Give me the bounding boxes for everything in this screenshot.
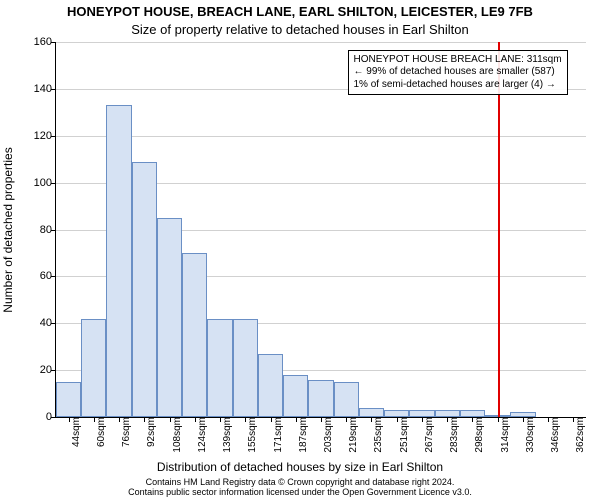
x-tick-label: 108sqm xyxy=(168,417,183,453)
histogram-bar xyxy=(334,382,359,417)
x-tick-label: 298sqm xyxy=(470,417,485,453)
y-tick-label: 80 xyxy=(12,224,56,236)
histogram-bar xyxy=(56,382,81,417)
x-axis-label: Distribution of detached houses by size … xyxy=(0,460,600,474)
x-tick-label: 139sqm xyxy=(218,417,233,453)
x-tick-label: 251sqm xyxy=(395,417,410,453)
y-tick-label: 0 xyxy=(12,411,56,423)
x-tick-label: 314sqm xyxy=(496,417,511,453)
x-tick-label: 283sqm xyxy=(445,417,460,453)
histogram-bar xyxy=(308,380,333,418)
x-tick-label: 92sqm xyxy=(142,417,157,447)
x-tick-label: 330sqm xyxy=(521,417,536,453)
histogram-bar xyxy=(258,354,283,417)
histogram-bar xyxy=(435,410,460,417)
histogram-bar xyxy=(409,410,434,417)
property-marker-line xyxy=(498,42,500,417)
histogram-bar xyxy=(132,162,157,417)
y-tick-label: 140 xyxy=(12,83,56,95)
histogram-bar xyxy=(182,253,207,417)
histogram-bar xyxy=(207,319,232,417)
legend-line-3: 1% of semi-detached houses are larger (4… xyxy=(354,79,562,92)
x-tick-label: 155sqm xyxy=(243,417,258,453)
chart-subtitle: Size of property relative to detached ho… xyxy=(0,22,600,37)
y-tick-label: 20 xyxy=(12,364,56,376)
legend-line-2: ← 99% of detached houses are smaller (58… xyxy=(354,66,562,79)
plot-area: 02040608010012014016044sqm60sqm76sqm92sq… xyxy=(55,42,586,418)
histogram-bar xyxy=(233,319,258,417)
x-tick-label: 346sqm xyxy=(546,417,561,453)
legend-line-1: HONEYPOT HOUSE BREACH LANE: 311sqm xyxy=(354,54,562,67)
footer-line-2: Contains public sector information licen… xyxy=(0,488,600,498)
histogram-bar xyxy=(106,105,131,417)
y-tick-label: 60 xyxy=(12,270,56,282)
grid-line xyxy=(56,42,586,43)
y-tick-label: 160 xyxy=(12,36,56,48)
x-tick-label: 203sqm xyxy=(319,417,334,453)
x-tick-label: 44sqm xyxy=(67,417,82,447)
x-tick-label: 235sqm xyxy=(369,417,384,453)
y-tick-label: 120 xyxy=(12,130,56,142)
x-tick-label: 267sqm xyxy=(420,417,435,453)
histogram-bar xyxy=(384,410,409,417)
x-tick-label: 60sqm xyxy=(92,417,107,447)
x-tick-label: 76sqm xyxy=(117,417,132,447)
y-tick-label: 40 xyxy=(12,317,56,329)
x-tick-label: 187sqm xyxy=(294,417,309,453)
y-tick-label: 100 xyxy=(12,177,56,189)
histogram-bar xyxy=(157,218,182,417)
x-tick-label: 219sqm xyxy=(344,417,359,453)
chart-title: HONEYPOT HOUSE, BREACH LANE, EARL SHILTO… xyxy=(0,4,600,19)
histogram-bar xyxy=(81,319,106,417)
footer: Contains HM Land Registry data © Crown c… xyxy=(0,478,600,498)
x-tick-label: 124sqm xyxy=(193,417,208,453)
legend-box: HONEYPOT HOUSE BREACH LANE: 311sqm← 99% … xyxy=(348,50,568,96)
histogram-bar xyxy=(460,410,485,417)
x-tick-label: 362sqm xyxy=(571,417,586,453)
grid-line xyxy=(56,136,586,137)
property-size-chart: HONEYPOT HOUSE, BREACH LANE, EARL SHILTO… xyxy=(0,0,600,500)
histogram-bar xyxy=(359,408,384,417)
histogram-bar xyxy=(283,375,308,417)
x-tick-label: 171sqm xyxy=(269,417,284,453)
